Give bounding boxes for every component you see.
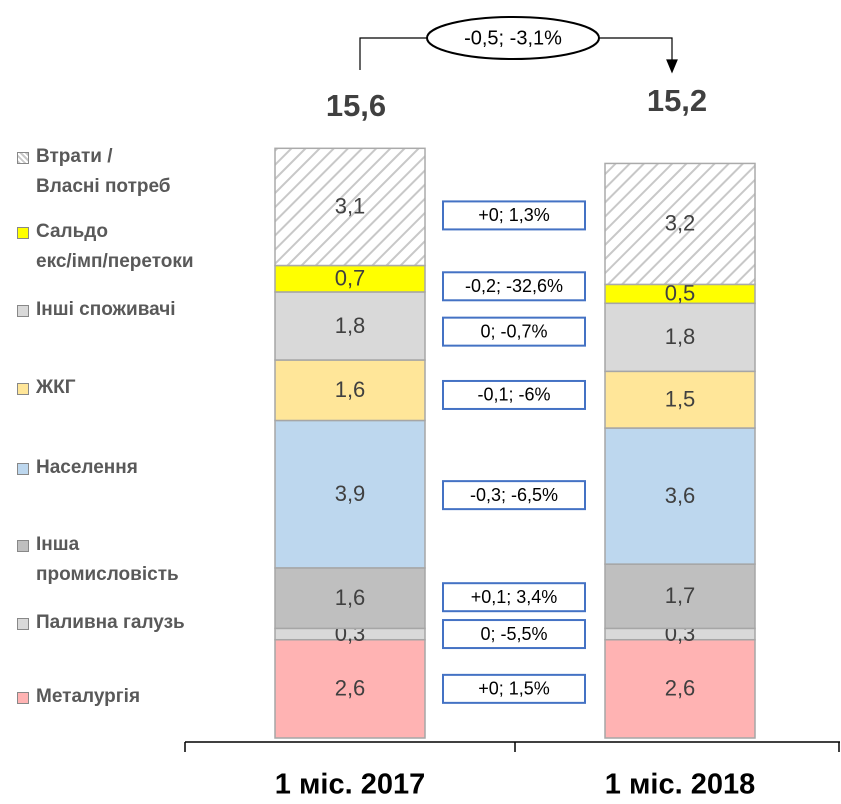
x-tick-label: 1 міс. 2017 (275, 769, 425, 801)
value-label: 1,8 (335, 313, 366, 338)
value-label: 1,5 (665, 387, 696, 412)
value-label: 1,7 (665, 583, 696, 608)
bar-segment (274, 291, 426, 361)
legend-item: ЖКГ (14, 373, 76, 403)
legend-item: Населення (14, 453, 138, 483)
legend-swatch (17, 383, 29, 395)
bar-segment (604, 563, 756, 630)
legend-item: Втрати / Власні потреб (14, 142, 171, 202)
legend-item: Інші споживачі (14, 295, 176, 325)
value-label: 3,1 (335, 194, 366, 219)
bar-segment (274, 147, 426, 267)
change-box (442, 673, 586, 704)
legend-item: Інша промисловість (14, 530, 179, 590)
value-label: 3,2 (665, 211, 696, 236)
legend-label: Інша промисловість (36, 534, 179, 585)
value-label: 1,8 (665, 324, 696, 349)
legend-swatch (17, 227, 29, 239)
change-box (442, 582, 586, 613)
bar-segment (604, 427, 756, 565)
value-label: 1,6 (335, 585, 366, 610)
change-box (442, 316, 586, 347)
bar-segment (604, 370, 756, 429)
legend-swatch (17, 305, 29, 317)
legend-item: Металургія (14, 682, 140, 712)
change-label: 0; -5,5% (480, 624, 547, 644)
change-label: +0; 1,5% (478, 679, 550, 699)
change-box (442, 619, 586, 650)
change-label: +0,1; 3,4% (471, 587, 558, 607)
legend-swatch (17, 618, 29, 630)
legend-label: ЖКГ (36, 377, 76, 398)
change-label: 0; -0,7% (480, 321, 547, 341)
total-label: 15,6 (326, 88, 386, 123)
legend-swatch (17, 152, 29, 164)
legend-item: Паливна галузь (14, 608, 185, 638)
legend-swatch (17, 692, 29, 704)
value-label: 1,6 (335, 377, 366, 402)
change-box (442, 271, 586, 302)
total-label: 15,2 (647, 83, 707, 118)
change-box (442, 200, 586, 231)
value-label: 2,6 (335, 676, 366, 701)
legend-label: Втрати / Власні потреб (36, 146, 171, 197)
change-label: -0,3; -6,5% (470, 485, 558, 505)
legend-item: Сальдо екс/імп/перетоки (14, 217, 194, 277)
total-change-arrow (359, 16, 678, 74)
change-label: +0; 1,3% (478, 205, 550, 225)
value-label: 3,9 (335, 481, 366, 506)
bar-segment (274, 638, 426, 739)
change-label: -0,1; -6% (477, 385, 550, 405)
legend-swatch (17, 540, 29, 552)
legend-label: Інші споживачі (36, 299, 176, 320)
legend-swatch (17, 463, 29, 475)
bar-segment (274, 359, 426, 422)
change-box (442, 480, 586, 511)
change-box (442, 379, 586, 410)
bar-segment (604, 162, 756, 286)
value-label: 0,7 (335, 266, 366, 291)
bar-segment (274, 419, 426, 569)
bar-segment (274, 567, 426, 630)
legend-label: Сальдо екс/імп/перетоки (36, 221, 194, 272)
legend-label: Металургія (36, 686, 141, 707)
legend-label: Населення (36, 457, 138, 478)
change-label: -0,2; -32,6% (465, 276, 563, 296)
legend-label: Паливна галузь (36, 612, 185, 633)
value-label: 2,6 (665, 676, 696, 701)
total-change: -0,5; -3,1% (464, 27, 562, 49)
value-label: 3,6 (665, 483, 696, 508)
x-tick-label: 1 міс. 2018 (605, 769, 755, 801)
